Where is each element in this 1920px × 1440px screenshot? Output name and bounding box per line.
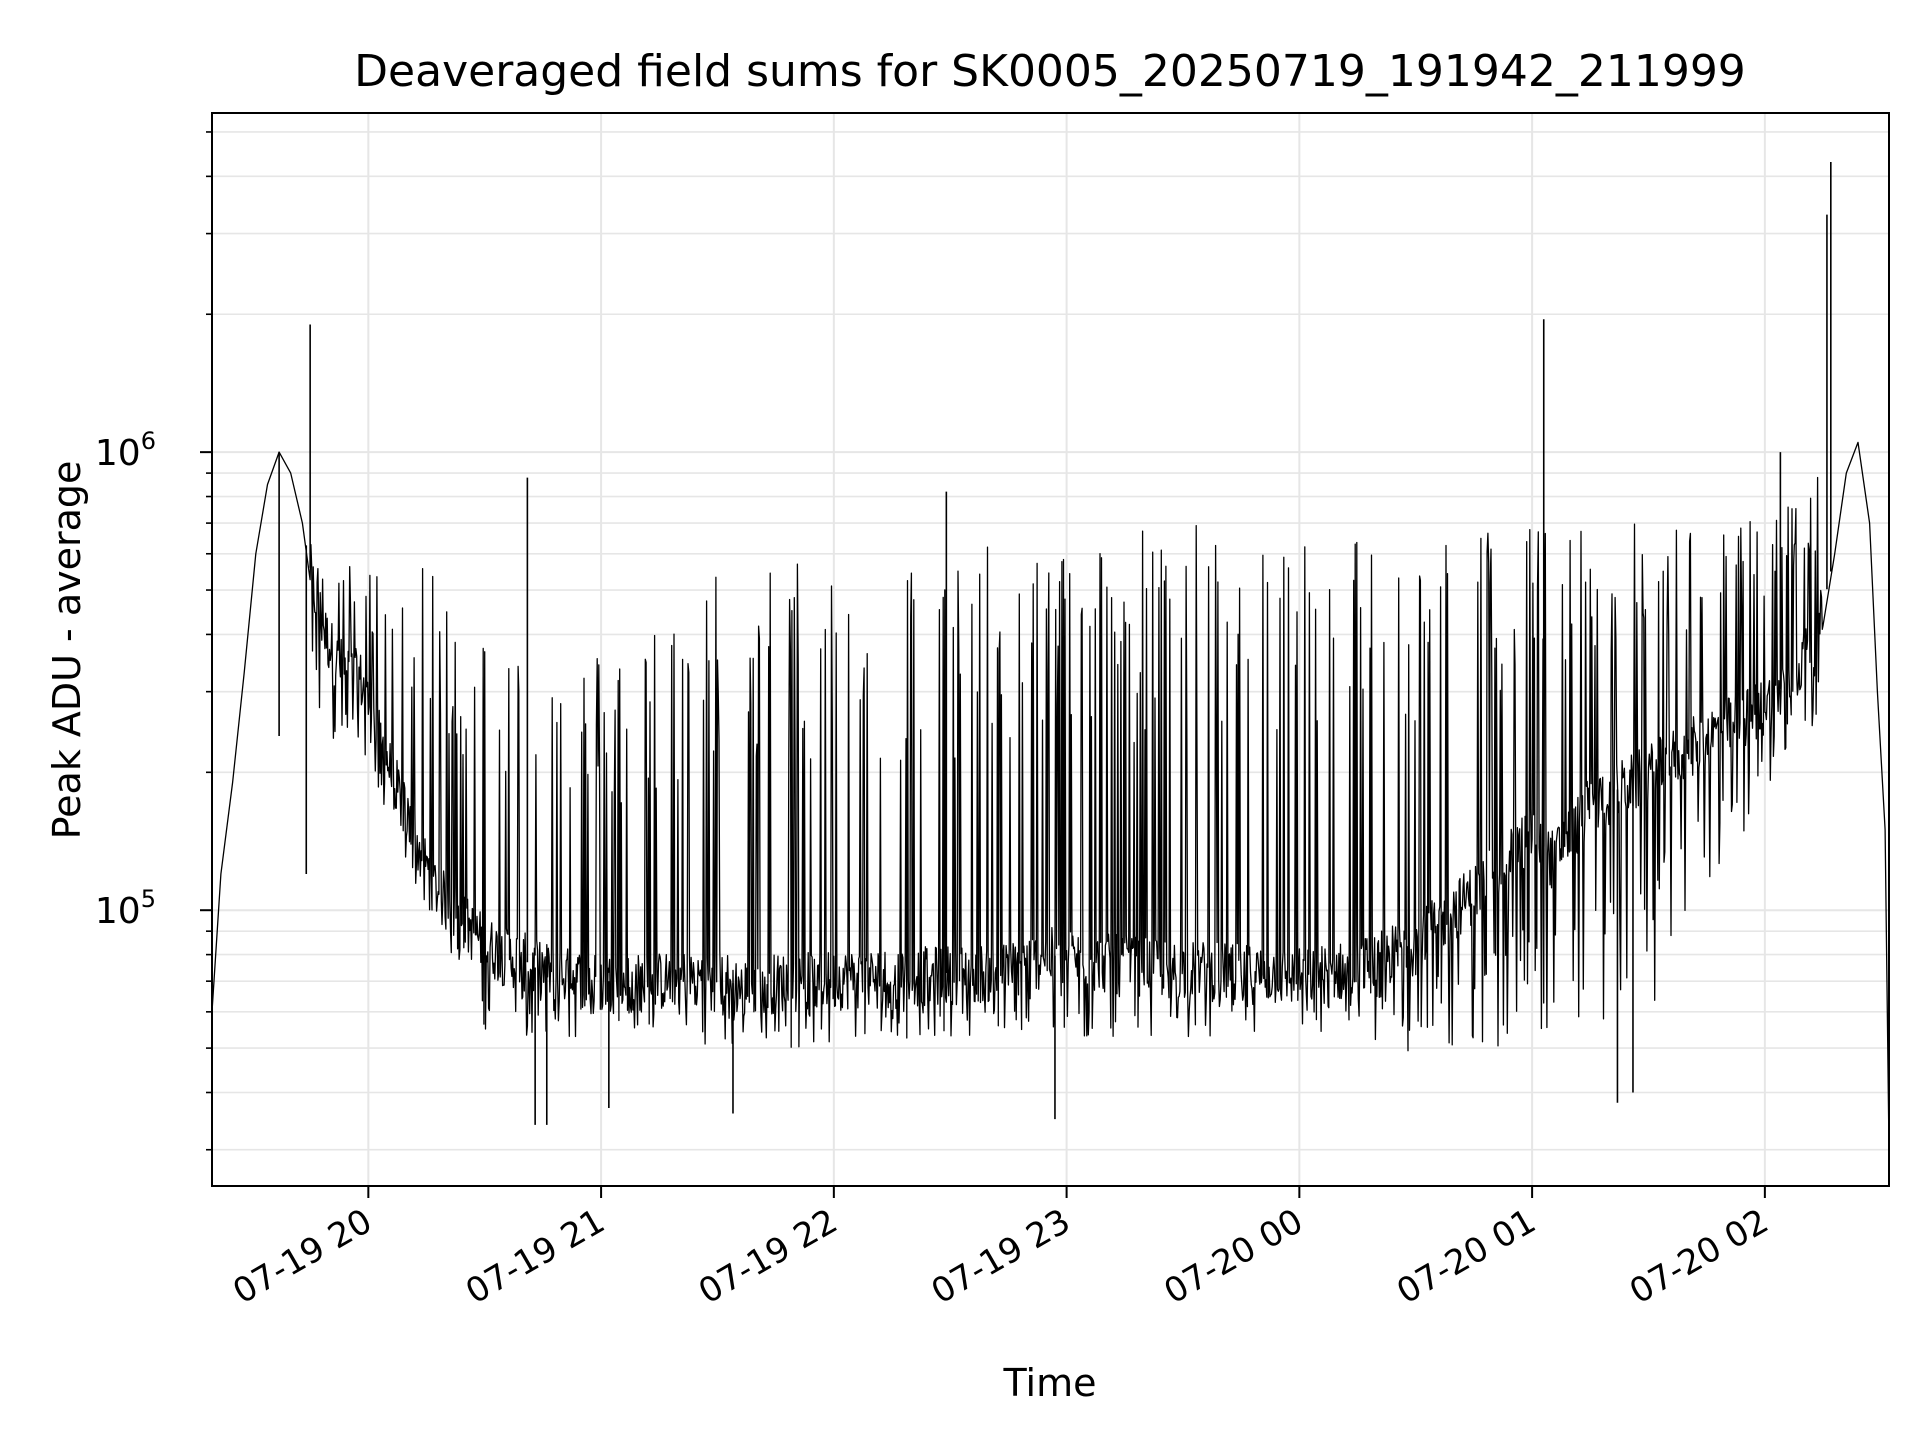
y-tick-label: 106 bbox=[95, 427, 156, 474]
grid bbox=[212, 113, 1889, 1186]
x-axis-label: Time bbox=[1003, 1361, 1097, 1405]
series-group bbox=[211, 161, 1890, 1150]
y-axis-label: Peak ADU - average bbox=[45, 461, 89, 840]
y-axis: 105 106 bbox=[95, 131, 212, 1151]
series-line bbox=[211, 441, 1890, 1150]
chart-title: Deaveraged field sums for SK0005_2025071… bbox=[354, 46, 1746, 97]
plot-frame bbox=[211, 112, 1890, 1187]
y-tick-label: 105 bbox=[95, 885, 156, 932]
